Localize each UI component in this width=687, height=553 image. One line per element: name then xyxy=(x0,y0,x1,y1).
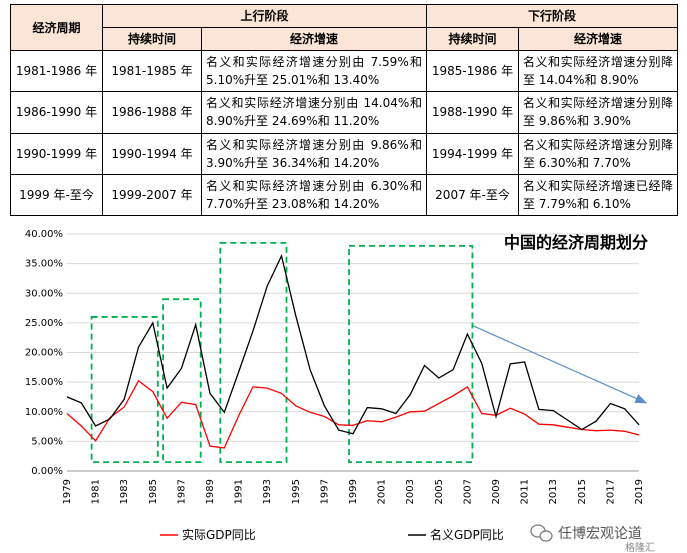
upswing-box xyxy=(219,241,288,464)
x-tick-label: 2015 xyxy=(577,479,588,504)
series-lines xyxy=(66,253,640,449)
up-duration: 1999-2007 年 xyxy=(102,173,202,217)
wechat-icon xyxy=(530,524,553,542)
subheader-up-growth: 经济增速 xyxy=(200,27,428,51)
x-tick-label: 1995 xyxy=(291,479,302,504)
y-tick-label: 40.00% xyxy=(25,229,63,240)
up-growth-desc: 名义和实际经济增速分别由 6.30%和 7.70%升至 23.08%和 14.2… xyxy=(200,173,428,217)
up-duration: 1986-1988 年 xyxy=(102,91,202,134)
y-tick-label: 0.00% xyxy=(31,466,63,477)
table-row: 1990-1999 年 1990-1994 年 名义和实际经济增速分别由 9.8… xyxy=(10,132,679,175)
x-tick-label: 1979 xyxy=(62,479,73,504)
x-tick-label: 1985 xyxy=(148,479,159,504)
subheader-down-duration: 持续时间 xyxy=(426,27,520,51)
down-growth-desc: 名义和实际经济增速分别降至 6.30%和 7.70% xyxy=(518,132,679,175)
cycle-period: 1990-1999 年 xyxy=(10,132,103,175)
x-tick-label: 2005 xyxy=(434,479,445,504)
y-tick-label: 5.00% xyxy=(31,436,63,447)
y-gridlines xyxy=(67,233,639,472)
x-tick-label: 2019 xyxy=(634,479,645,504)
x-tick-label: 1981 xyxy=(91,479,102,504)
x-tick-label: 1997 xyxy=(319,479,330,504)
trend-arrow xyxy=(472,325,648,404)
down-growth-desc: 名义和实际经济增速分别降至 14.04%和 8.90% xyxy=(518,49,679,93)
y-tick-label: 15.00% xyxy=(25,377,63,388)
x-tick-label: 1987 xyxy=(176,479,187,504)
watermark: 任博宏观论道 格隆汇 xyxy=(530,524,655,553)
x-tick-label: 2001 xyxy=(377,479,388,504)
header-up-phase: 上行阶段 xyxy=(101,4,428,28)
upswing-box xyxy=(90,316,159,464)
gdp-cycle-chart: 0.00% 5.00% 10.00% 15.00% 20.00% 25.00% 30.00%… xyxy=(25,229,655,553)
x-axis-ticks: 1979 1981 1983 1985 1987 1989 1991 1993 1995 1997… xyxy=(62,479,645,504)
x-tick-label: 2011 xyxy=(520,479,531,504)
table-row: 1981-1986 年 1981-1985 年 名义和实际经济增速分别由 7.5… xyxy=(10,49,679,93)
down-duration: 1985-1986 年 xyxy=(426,49,520,93)
down-duration: 1994-1999 年 xyxy=(426,132,520,175)
x-tick-label: 2003 xyxy=(405,479,416,504)
y-tick-label: 30.00% xyxy=(25,288,63,299)
chart-title: 中国的经济周期划分 xyxy=(504,233,648,252)
x-tick-label: 2013 xyxy=(548,479,559,504)
legend-label-nominal: 名义GDP同比 xyxy=(430,527,504,542)
watermark-text: 任博宏观论道 xyxy=(558,525,642,542)
legend: 实际GDP同比 名义GDP同比 xyxy=(160,527,504,542)
upswing-box xyxy=(348,244,474,464)
nominal-gdp-line xyxy=(66,253,640,435)
y-tick-label: 25.00% xyxy=(25,318,63,329)
x-tick-label: 1991 xyxy=(234,479,245,504)
up-growth-desc: 名义和实际经济增速分别由 9.86%和 3.90%升至 36.34%和 14.2… xyxy=(200,132,428,175)
real-gdp-line xyxy=(66,379,640,449)
cycle-table: 经济周期 上行阶段 下行阶段 持续时间 经济增速 持续时间 经济增速 1981-… xyxy=(10,4,679,217)
down-growth-desc: 名义和实际经济增速已经降至 7.79%和 6.10% xyxy=(518,173,679,217)
table-row: 1986-1990 年 1986-1988 年 名义和实际经济增速分别由 14.… xyxy=(10,91,679,134)
x-tick-label: 2017 xyxy=(605,479,616,504)
table-header-row: 经济周期 上行阶段 下行阶段 xyxy=(10,4,679,51)
upswing-boxes xyxy=(90,241,474,464)
cycle-period: 1986-1990 年 xyxy=(10,91,103,134)
down-duration: 2007 年-至今 xyxy=(426,173,520,217)
cycle-period: 1981-1986 年 xyxy=(10,49,103,93)
upswing-box xyxy=(162,298,202,464)
x-tick-label: 1983 xyxy=(119,479,130,504)
cycle-period: 1999 年-至今 xyxy=(10,173,103,217)
header-cycle: 经济周期 xyxy=(10,4,103,51)
x-tick-label: 1993 xyxy=(262,479,273,504)
up-growth-desc: 名义和实际经济增速分别由 7.59%和 5.10%升至 25.01%和 13.4… xyxy=(200,49,428,93)
table-row: 1999 年-至今 1999-2007 年 名义和实际经济增速分别由 6.30%… xyxy=(10,173,679,217)
x-tick-label: 2009 xyxy=(491,479,502,504)
subheader-up-duration: 持续时间 xyxy=(102,27,202,51)
x-tick-label: 1989 xyxy=(205,479,216,504)
down-duration: 1988-1990 年 xyxy=(426,91,520,134)
watermark-sub: 格隆汇 xyxy=(625,541,655,553)
y-tick-label: 35.00% xyxy=(25,259,63,270)
subheader-down-growth: 经济增速 xyxy=(518,27,679,51)
down-growth-desc: 名义和实际经济增速分别降至 9.86%和 3.90% xyxy=(518,91,679,134)
table-subheader-row: 持续时间 经济增速 持续时间 经济增速 xyxy=(11,27,679,51)
header-down-phase: 下行阶段 xyxy=(426,4,679,28)
y-tick-label: 20.00% xyxy=(25,348,63,359)
y-axis-ticks: 0.00% 5.00% 10.00% 15.00% 20.00% 25.00% 30.00%… xyxy=(25,229,63,477)
x-tick-label: 1999 xyxy=(348,479,359,504)
up-duration: 1990-1994 年 xyxy=(102,132,202,175)
up-duration: 1981-1985 年 xyxy=(102,49,202,93)
x-tick-label: 2007 xyxy=(462,479,473,504)
legend-label-real: 实际GDP同比 xyxy=(182,527,256,542)
up-growth-desc: 名义和实际经济增速分别由 14.04%和 8.90%升至 24.69%和 11.… xyxy=(200,91,428,134)
y-tick-label: 10.00% xyxy=(25,407,63,418)
